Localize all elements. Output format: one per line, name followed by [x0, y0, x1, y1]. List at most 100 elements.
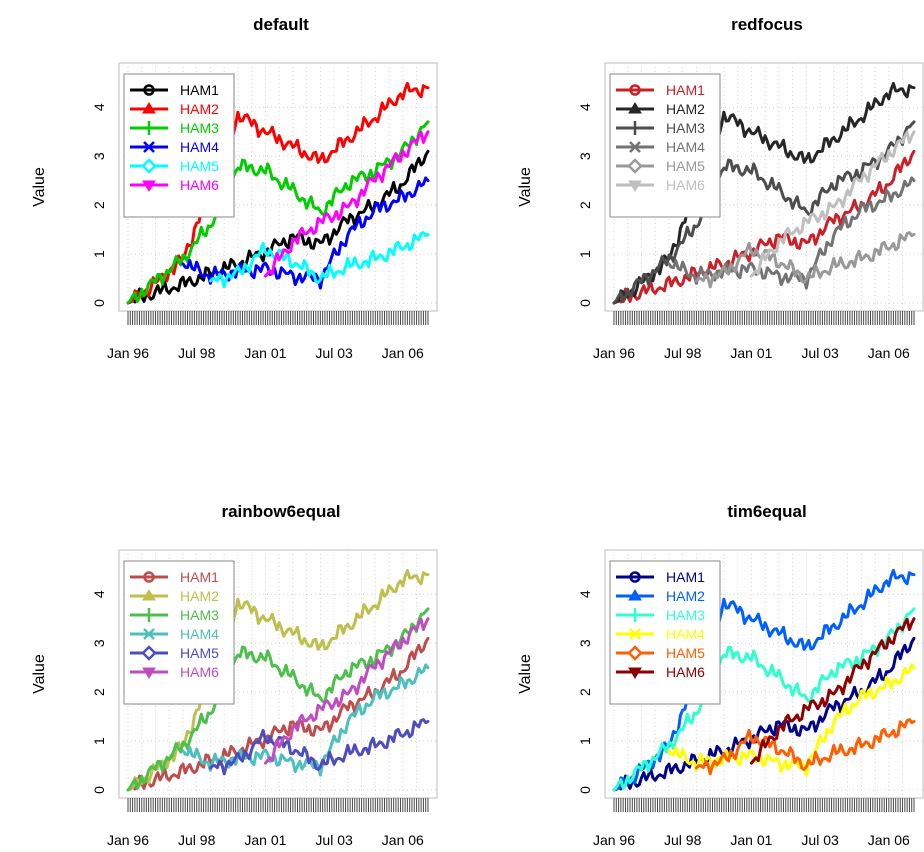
x-tick-label: Jan 01 — [244, 345, 286, 361]
y-tick-label: 3 — [91, 639, 107, 647]
legend-label: HAM4 — [666, 139, 705, 155]
legend-label: HAM1 — [180, 82, 219, 98]
legend-entry-ham4: HAM4 — [130, 626, 219, 642]
legend-label: HAM5 — [666, 645, 705, 661]
legend-label: HAM4 — [666, 626, 705, 642]
chart-title: rainbow6equal — [221, 502, 340, 521]
x-tick-label: Jul 98 — [664, 345, 702, 361]
y-axis-label: Value — [517, 167, 534, 207]
series-line-ham5 — [694, 718, 916, 776]
series-line-ham3 — [612, 607, 916, 792]
legend-label: HAM2 — [180, 588, 219, 604]
legend-entry-ham3: HAM3 — [130, 607, 219, 623]
legend-label: HAM2 — [666, 101, 705, 117]
x-tick-label: Jul 98 — [178, 345, 216, 361]
legend-label: HAM2 — [666, 588, 705, 604]
legend-entry-ham2: HAM2 — [616, 101, 705, 117]
y-axis-label: Value — [517, 654, 534, 694]
x-tick-label: Jul 03 — [801, 345, 839, 361]
legend-label: HAM5 — [180, 158, 219, 174]
legend-label: HAM3 — [666, 120, 705, 136]
chart-panel-2: redfocus Value 0 1 2 3 4 Jan 96 Jul 98 Jan 01 Jul … — [517, 15, 924, 361]
y-tick-label: 1 — [577, 737, 593, 745]
legend-marker — [141, 158, 157, 174]
legend-marker — [141, 645, 157, 661]
x-tick-label: Jan 96 — [107, 345, 149, 361]
legend-entry-ham2: HAM2 — [130, 101, 219, 117]
legend-marker — [143, 628, 155, 640]
x-tick-label: Jan 01 — [244, 832, 286, 848]
legend-marker — [629, 628, 641, 640]
legend-entry-ham2: HAM2 — [616, 588, 705, 604]
chart-title: default — [253, 15, 309, 34]
y-tick-label: 0 — [91, 299, 107, 307]
legend-label: HAM3 — [180, 607, 219, 623]
x-tick-label: Jul 03 — [315, 345, 353, 361]
legend-label: HAM4 — [180, 139, 219, 155]
y-axis-label: Value — [31, 654, 48, 694]
legend: HAM1 HAM2 HAM3 HAM4 HAM5 HAM6 — [609, 560, 721, 705]
y-tick-label: 2 — [91, 201, 107, 209]
legend-label: HAM5 — [666, 158, 705, 174]
y-tick-label: 3 — [577, 152, 593, 160]
series-line-ham5 — [208, 231, 430, 289]
y-tick-label: 0 — [577, 786, 593, 794]
legend-marker — [143, 84, 155, 96]
y-tick-label: 2 — [577, 688, 593, 696]
legend-marker — [628, 180, 642, 192]
legend-entry-ham4: HAM4 — [130, 139, 219, 155]
series-line-ham4 — [181, 663, 430, 777]
series-line-ham4 — [667, 176, 916, 290]
x-tick-label: Jan 01 — [730, 345, 772, 361]
x-tick-label: Jan 96 — [593, 832, 635, 848]
y-tick-label: 2 — [91, 688, 107, 696]
x-tick-label: Jan 06 — [868, 345, 910, 361]
legend-entry-ham4: HAM4 — [616, 626, 705, 642]
chart-title: redfocus — [731, 15, 803, 34]
x-tick-label: Jul 03 — [315, 832, 353, 848]
legend-label: HAM1 — [666, 82, 705, 98]
y-tick-label: 0 — [577, 299, 593, 307]
series-line-ham6 — [263, 130, 430, 278]
y-tick-label: 3 — [91, 152, 107, 160]
legend-marker — [142, 102, 156, 114]
legend-entry-ham6: HAM6 — [616, 177, 705, 193]
x-tick-label: Jan 96 — [593, 345, 635, 361]
legend-marker — [629, 84, 641, 96]
legend-marker — [629, 141, 641, 153]
legend-entry-ham1: HAM1 — [130, 569, 219, 585]
legend-label: HAM6 — [180, 664, 219, 680]
x-tick-label: Jul 98 — [178, 832, 216, 848]
legend: HAM1 HAM2 HAM3 HAM4 HAM5 HAM6 — [123, 73, 235, 218]
legend-marker — [142, 667, 156, 679]
legend-label: HAM3 — [180, 120, 219, 136]
plot-frame — [604, 62, 924, 312]
series-line-ham3 — [126, 607, 430, 792]
legend-label: HAM4 — [180, 626, 219, 642]
x-tick-label: Jan 96 — [107, 832, 149, 848]
legend-marker — [628, 589, 642, 601]
legend-entry-ham6: HAM6 — [616, 664, 705, 680]
legend-label: HAM1 — [180, 569, 219, 585]
y-tick-label: 4 — [577, 103, 593, 111]
series-line-ham3 — [126, 120, 430, 305]
legend-label: HAM6 — [666, 177, 705, 193]
chart-panel-4: tim6equal Value 0 1 2 3 4 Jan 96 Jul 98 Jan 01 Jul… — [517, 502, 924, 848]
legend-marker — [143, 141, 155, 153]
y-tick-label: 4 — [91, 103, 107, 111]
legend-entry-ham6: HAM6 — [130, 664, 219, 680]
legend-entry-ham1: HAM1 — [616, 82, 705, 98]
legend-label: HAM5 — [180, 645, 219, 661]
legend-marker — [628, 102, 642, 114]
y-tick-label: 4 — [577, 590, 593, 598]
y-tick-label: 1 — [91, 250, 107, 258]
legend-marker — [142, 589, 156, 601]
plot-frame — [604, 549, 924, 799]
legend-entry-ham5: HAM5 — [130, 645, 219, 661]
legend-label: HAM3 — [666, 607, 705, 623]
x-tick-label: Jan 06 — [868, 832, 910, 848]
series-line-ham6 — [749, 130, 916, 278]
series-line-ham3 — [612, 120, 916, 305]
series-line-ham6 — [749, 617, 916, 765]
